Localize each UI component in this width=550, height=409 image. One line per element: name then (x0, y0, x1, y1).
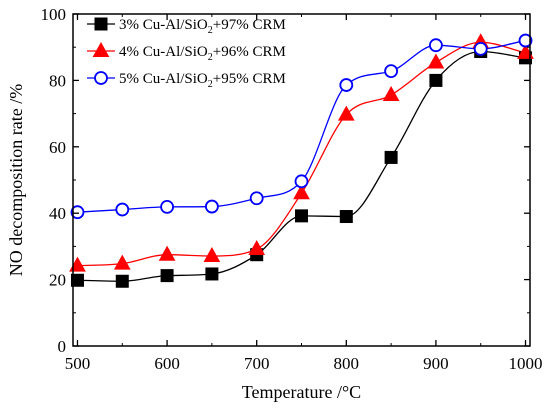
legend: 3% Cu-Al/SiO2+97% CRM 4% Cu-Al/SiO2+96% C… (87, 17, 286, 90)
y-axis-title: NO decomposition rate /% (6, 84, 26, 276)
series-3-marker (115, 202, 130, 217)
series-1-marker (429, 73, 443, 87)
y-tick-label: 100 (41, 5, 67, 24)
legend-label: 5% Cu-Al/SiO2+95% CRM (119, 71, 286, 90)
x-tick-label: 600 (154, 354, 180, 373)
series-3-marker (384, 64, 399, 79)
series-markers (69, 33, 534, 288)
series-2-marker (293, 184, 310, 200)
legend-marker (94, 17, 108, 31)
series-1-marker (70, 273, 84, 287)
series-3-marker (429, 38, 443, 53)
axis-ticks (73, 13, 530, 347)
series-1-marker (205, 267, 219, 281)
series-1-marker (160, 269, 174, 283)
y-tick-label: 40 (49, 204, 66, 223)
legend-label: 4% Cu-Al/SiO2+96% CRM (119, 44, 286, 63)
x-tick-label: 900 (423, 354, 449, 373)
series-2-marker (113, 254, 131, 270)
x-axis-title: Temperature /°C (242, 382, 361, 402)
tick-labels: 500 600 700 800 900 1000 0 20 40 60 80 100 (41, 5, 543, 373)
series-2-marker (337, 105, 355, 121)
series-3-marker (204, 199, 219, 214)
series-3-marker (70, 205, 85, 220)
y-tick-label: 80 (49, 71, 66, 90)
x-tick-label: 500 (65, 354, 91, 373)
series-3-marker (473, 41, 488, 56)
series-3-marker (339, 78, 354, 92)
series-3-marker (249, 191, 264, 206)
series-2-marker (158, 245, 176, 261)
series-2-marker (427, 53, 445, 69)
series-3-marker (294, 174, 309, 189)
legend-marker (92, 41, 110, 57)
series-3-marker (160, 199, 174, 214)
x-tick-label: 800 (334, 354, 360, 373)
series-3-marker (518, 33, 533, 48)
y-tick-label: 0 (58, 337, 67, 356)
series-2-marker (382, 85, 400, 102)
legend-marker (94, 71, 108, 85)
series-1-marker (339, 210, 353, 224)
y-tick-label: 20 (49, 271, 66, 290)
y-tick-label: 60 (49, 138, 66, 157)
series-1-marker (115, 274, 129, 288)
legend-label: 3% Cu-Al/SiO2+97% CRM (119, 17, 286, 36)
x-tick-label: 1000 (509, 354, 543, 373)
x-tick-label: 700 (244, 354, 270, 373)
series-2-marker (203, 246, 221, 263)
series-1-marker (295, 209, 308, 223)
series-2-marker (69, 256, 86, 272)
series-2-marker (248, 240, 266, 256)
series-1-marker (384, 150, 398, 164)
